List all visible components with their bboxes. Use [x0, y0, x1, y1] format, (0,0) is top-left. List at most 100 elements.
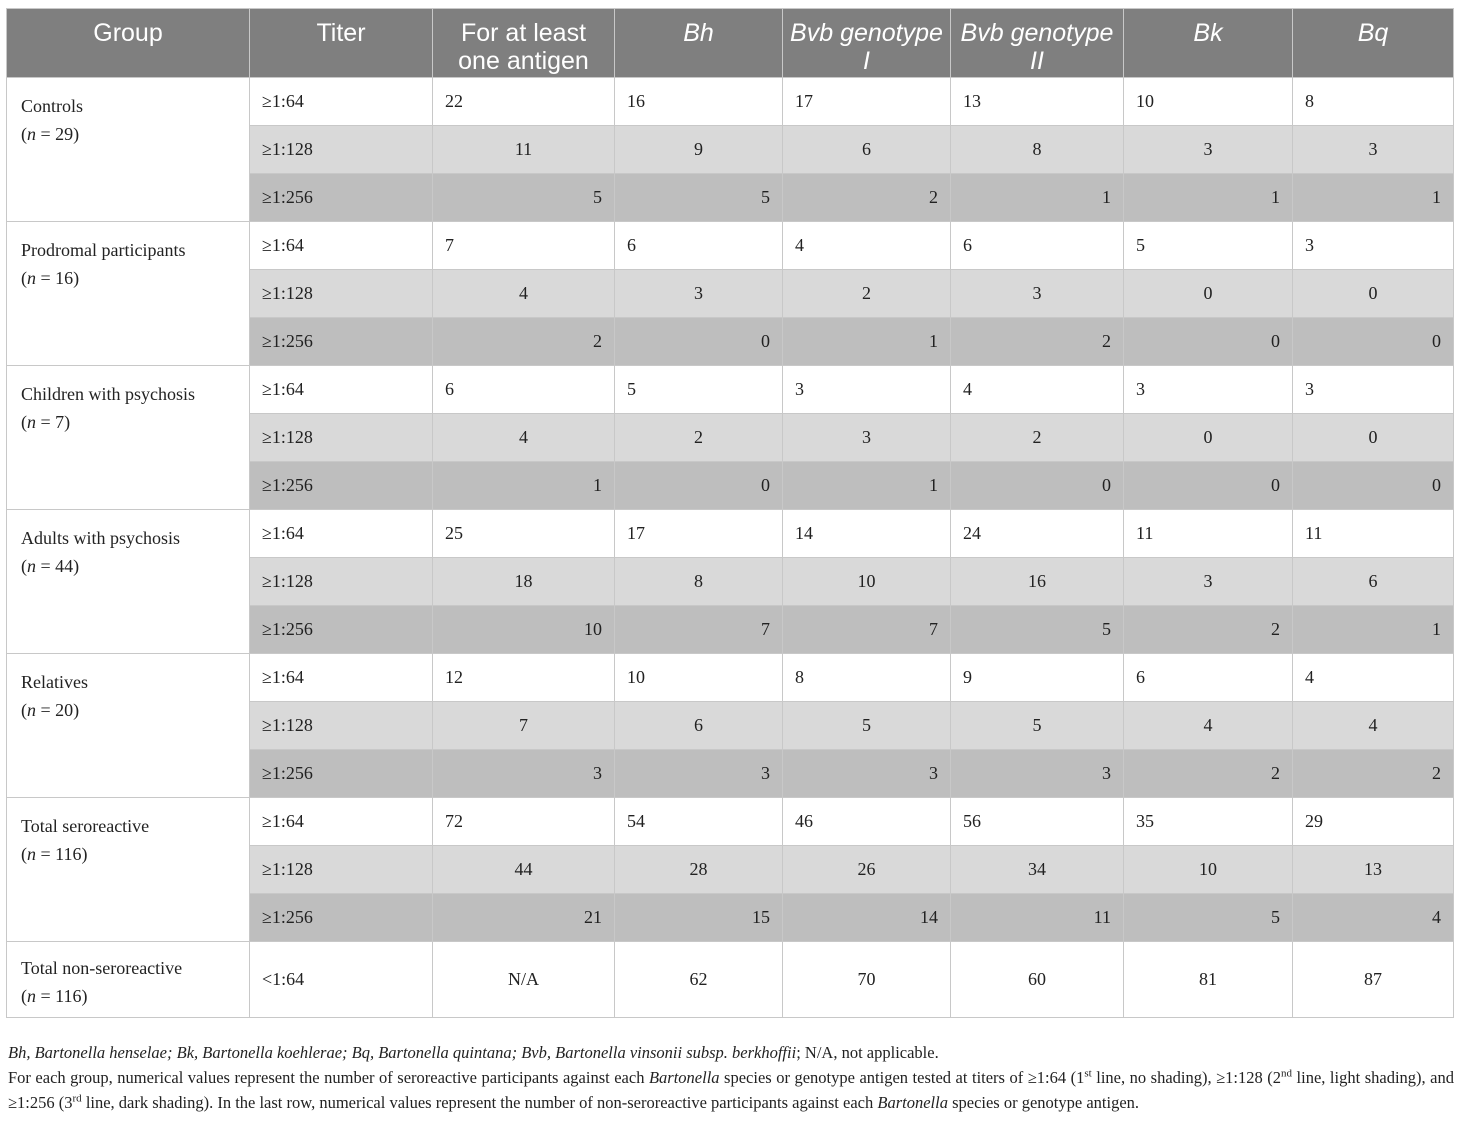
group-name: Adults with psychosis	[21, 528, 181, 548]
value-cell: 5	[782, 701, 951, 750]
value-cell: 11	[432, 125, 615, 174]
value-cell: 9	[950, 653, 1124, 702]
column-header-label: Bh	[683, 19, 714, 47]
value-cell: 10	[782, 557, 951, 606]
group-cell: Total non-seroreactive (n = 116)	[6, 941, 250, 1018]
value-cell: 14	[782, 893, 951, 942]
column-header: Bk	[1123, 8, 1293, 78]
value-cell: 72	[432, 797, 615, 846]
table-row: Relatives (n = 20) ≥1:64 12 10 8 9 6 4	[6, 653, 1454, 798]
group-n-value: = 16)	[36, 268, 80, 288]
value-cell: 5	[950, 701, 1124, 750]
value-cell: 70	[782, 941, 951, 1018]
footnote-abbrev-text: Bh, Bartonella henselae; Bk, Bartonella …	[8, 1043, 797, 1062]
value-cell: 46	[782, 797, 951, 846]
group-name: Prodromal participants	[21, 240, 186, 260]
column-header: Bq	[1292, 8, 1454, 78]
titer-cell: ≥1:256	[249, 317, 433, 366]
column-header: Bh	[614, 8, 783, 78]
value-cell: 3	[614, 749, 783, 798]
table-row: ≥1:128 4 2 3 2 0 0	[7, 413, 1454, 462]
column-header-label: Bvb genotype II	[960, 19, 1114, 75]
titer-cell: ≥1:64	[249, 797, 433, 846]
value-cell: 4	[1292, 701, 1454, 750]
value-cell: N/A	[432, 941, 615, 1018]
value-cell: 44	[432, 845, 615, 894]
value-cell: 7	[614, 605, 783, 654]
value-cell: 2	[1123, 749, 1293, 798]
value-cell: 3	[1292, 365, 1454, 414]
value-cell: 1	[950, 173, 1124, 222]
value-cell: 35	[1123, 797, 1293, 846]
titer-cell: ≥1:128	[249, 413, 433, 462]
value-cell: 6	[950, 221, 1124, 270]
value-cell: 17	[614, 509, 783, 558]
value-cell: 87	[1292, 941, 1454, 1018]
value-cell: 6	[1123, 653, 1293, 702]
value-cell: 0	[1292, 413, 1454, 462]
table-row: ≥1:128 7 6 5 5 4 4	[7, 701, 1454, 750]
footnote-text: line, no shading), ≥1:128 (2	[1091, 1068, 1282, 1087]
table-row: ≥1:256 10 7 7 5 2 1	[7, 605, 1454, 654]
value-cell: 7	[432, 221, 615, 270]
value-cell: 3	[432, 749, 615, 798]
value-cell: 10	[614, 653, 783, 702]
group-cell: Children with psychosis (n = 7)	[6, 365, 250, 510]
footnote-text: line, dark shading). In the last row, nu…	[81, 1093, 878, 1112]
group-n-value: = 44)	[36, 556, 80, 576]
value-cell: 5	[614, 365, 783, 414]
value-cell: 4	[432, 269, 615, 318]
group-cell: Total seroreactive (n = 116)	[6, 797, 250, 942]
table-row: ≥1:128 4 3 2 3 0 0	[7, 269, 1454, 318]
value-cell: 15	[614, 893, 783, 942]
group-name: Children with psychosis	[21, 384, 195, 404]
value-cell: 8	[614, 557, 783, 606]
titer-cell: ≥1:256	[249, 605, 433, 654]
value-cell: 28	[614, 845, 783, 894]
column-header: Bvb genotype I	[782, 8, 951, 78]
value-cell: 10	[1123, 845, 1293, 894]
value-cell: 13	[1292, 845, 1454, 894]
group-cell: Controls (n = 29)	[6, 77, 250, 222]
value-cell: 4	[1123, 701, 1293, 750]
value-cell: 3	[1123, 125, 1293, 174]
value-cell: 6	[432, 365, 615, 414]
value-cell: 3	[1292, 125, 1454, 174]
value-cell: 0	[614, 461, 783, 510]
value-cell: 1	[432, 461, 615, 510]
value-cell: 2	[432, 317, 615, 366]
value-cell: 29	[1292, 797, 1454, 846]
titer-cell: ≥1:128	[249, 845, 433, 894]
table-row: ≥1:256 21 15 14 11 5 4	[7, 893, 1454, 942]
value-cell: 3	[950, 269, 1124, 318]
value-cell: 3	[782, 365, 951, 414]
table-row: ≥1:128 44 28 26 34 10 13	[7, 845, 1454, 894]
titer-cell: ≥1:256	[249, 749, 433, 798]
footnote-abbrev-tail: ; N/A, not applicable.	[796, 1043, 939, 1062]
value-cell: 34	[950, 845, 1124, 894]
value-cell: 4	[1292, 653, 1454, 702]
group-n-label: n	[27, 124, 36, 144]
value-cell: 6	[1292, 557, 1454, 606]
value-cell: 11	[1292, 509, 1454, 558]
value-cell: 2	[782, 173, 951, 222]
group-n-value: = 116)	[36, 986, 88, 1006]
value-cell: 5	[1123, 221, 1293, 270]
group-n-value: = 116)	[36, 844, 88, 864]
footnote-abbreviations: Bh, Bartonella henselae; Bk, Bartonella …	[8, 1040, 1454, 1065]
value-cell: 17	[782, 77, 951, 126]
group-n-label: n	[27, 700, 36, 720]
value-cell: 1	[782, 461, 951, 510]
value-cell: 2	[950, 317, 1124, 366]
value-cell: 25	[432, 509, 615, 558]
table-row: Total non-seroreactive (n = 116) <1:64 N/A 6…	[6, 941, 1454, 1018]
column-header-label: Titer	[316, 19, 366, 47]
footnote-text: species or genotype antigen tested at ti…	[719, 1068, 1085, 1087]
value-cell: 11	[1123, 509, 1293, 558]
group-name: Relatives	[21, 672, 88, 692]
value-cell: 2	[614, 413, 783, 462]
value-cell: 4	[950, 365, 1124, 414]
table-row: Children with psychosis (n = 7) ≥1:64 6 5 3 4 3…	[6, 365, 1454, 510]
value-cell: 6	[614, 701, 783, 750]
value-cell: 1	[1123, 173, 1293, 222]
